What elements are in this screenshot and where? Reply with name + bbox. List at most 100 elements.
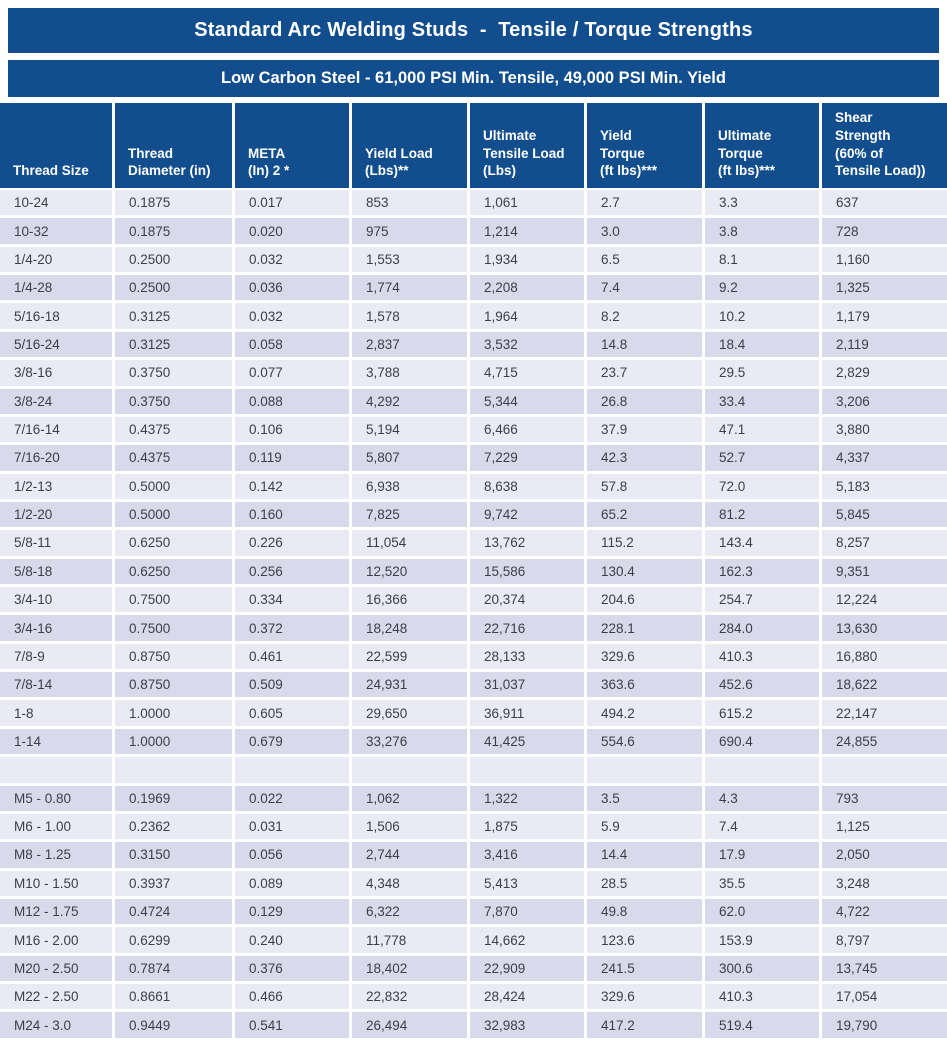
table-cell: 81.2 [705, 501, 822, 528]
table-cell: 637 [836, 195, 859, 211]
table-cell: 33.4 [705, 388, 822, 414]
table-cell: 5,413 [470, 870, 587, 896]
table-cell: 1,179 [836, 308, 870, 324]
table-cell: 162.3 [705, 558, 822, 585]
table-cell: M5 - 0.80 [0, 785, 115, 811]
table-row: 7/8-9 0.8750 0.461 22,599 28,133 329.6 410.3 16… [0, 643, 947, 673]
table-cell: 37.9 [587, 416, 705, 443]
table-cell: 3/8-16 [0, 360, 115, 386]
table-cell: 3,206 [836, 393, 870, 409]
table-cell: 143.4 [705, 530, 822, 556]
table-cell: 0.8750 [115, 643, 235, 670]
table-cell: 41,425 [470, 728, 587, 755]
table-cell: 5/16-24 [0, 331, 115, 358]
table-cell: 1/4-20 [0, 246, 115, 273]
column-header-yield-torque: Yield Torque (ft lbs)*** [587, 103, 705, 190]
table-row: M20 - 2.50 0.7874 0.376 18,402 22,909 241.5 30… [0, 955, 947, 985]
table-row: 3/4-16 0.7500 0.372 18,248 22,716 228.1 284.0 1… [0, 615, 947, 644]
table-cell: 24,931 [352, 672, 470, 698]
table-row [0, 757, 947, 786]
table-cell: M10 - 1.50 [0, 870, 115, 896]
table-cell: 0.3937 [115, 870, 235, 896]
table-cell [705, 757, 822, 783]
table-cell: 410.3 [705, 984, 822, 1010]
table-cell: 2,208 [470, 275, 587, 301]
table-cell: 0.4724 [115, 898, 235, 925]
table-cell: 15,586 [470, 558, 587, 585]
table-cell: 0.119 [235, 445, 352, 471]
table-cell: 1-8 [0, 700, 115, 726]
table-cell: 1,964 [470, 303, 587, 329]
table-cell: 0.1969 [115, 785, 235, 811]
table-cell: 0.372 [235, 615, 352, 641]
table-cell: 0.509 [235, 672, 352, 698]
table-cell: 0.022 [235, 785, 352, 811]
table-cell: 5.9 [587, 813, 705, 840]
table-cell: 4.3 [705, 785, 822, 811]
table-cell: 26,494 [352, 1012, 470, 1038]
table-row: 3/8-16 0.3750 0.077 3,788 4,715 23.7 29.5 2,829 [0, 360, 947, 389]
table-cell: 0.032 [235, 303, 352, 329]
table-cell: 0.7500 [115, 615, 235, 641]
table-cell: 0.226 [235, 530, 352, 556]
table-cell: 24,855 [836, 734, 878, 749]
table-cell: 0.088 [235, 388, 352, 414]
table-cell: 1,062 [352, 785, 470, 811]
table-cell: 6,322 [352, 898, 470, 925]
table-cell: 0.4375 [115, 416, 235, 443]
table-cell: 0.7874 [115, 955, 235, 982]
table-cell: 0.5000 [115, 473, 235, 499]
table-cell: 4,715 [470, 360, 587, 386]
table-cell: 1.0000 [115, 728, 235, 755]
table-row: M22 - 2.50 0.8661 0.466 22,832 28,424 329.6 41… [0, 984, 947, 1013]
table-cell: 22,909 [470, 955, 587, 982]
table-cell: 9,742 [470, 501, 587, 528]
table-cell: 5,183 [836, 478, 870, 494]
table-cell: 0.4375 [115, 445, 235, 471]
table-cell: 3/8-24 [0, 388, 115, 414]
table-cell: 5,194 [352, 416, 470, 443]
table-cell: 4,292 [352, 388, 470, 414]
table-cell: 14.8 [587, 331, 705, 358]
table-cell: 329.6 [587, 984, 705, 1010]
table-cell: 6,938 [352, 473, 470, 499]
table-cell: 0.256 [235, 558, 352, 585]
table-cell: 3.3 [705, 190, 822, 216]
table-cell: 5,344 [470, 388, 587, 414]
table-cell: 2,050 [836, 847, 870, 863]
table-cell: 20,374 [470, 587, 587, 613]
table-cell: 26.8 [587, 388, 705, 414]
table-row: 3/4-10 0.7500 0.334 16,366 20,374 204.6 254.7 1… [0, 587, 947, 616]
table-cell: 3/4-16 [0, 615, 115, 641]
table-cell [470, 757, 587, 783]
table-cell: 153.9 [705, 927, 822, 953]
table-cell: 29,650 [352, 700, 470, 726]
table-cell: 1/2-13 [0, 473, 115, 499]
table-cell: 3/4-10 [0, 587, 115, 613]
table-cell: 0.6250 [115, 530, 235, 556]
table-cell: 3,788 [352, 360, 470, 386]
table-cell: 0.334 [235, 587, 352, 613]
table-row: 1/4-20 0.2500 0.032 1,553 1,934 6.5 8.1 1,160 [0, 246, 947, 276]
table-row: 1/4-28 0.2500 0.036 1,774 2,208 7.4 9.2 1,325 [0, 275, 947, 304]
table-cell: 0.3125 [115, 331, 235, 358]
table-cell: 33,276 [352, 728, 470, 755]
column-header-ultimate-tensile: Ultimate Tensile Load (Lbs) [470, 103, 587, 190]
table-cell: 519.4 [705, 1012, 822, 1038]
table-cell: 0.3150 [115, 842, 235, 868]
table-cell: 1/4-28 [0, 275, 115, 301]
table-cell: 16,880 [836, 648, 878, 664]
table-cell: 13,630 [836, 620, 878, 636]
table-cell: 0.056 [235, 842, 352, 868]
table-cell: 0.2500 [115, 246, 235, 273]
table-cell: 7,870 [470, 898, 587, 925]
table-cell: 975 [352, 218, 470, 244]
table-cell: 3.0 [587, 218, 705, 244]
table-cell: 1,160 [836, 251, 870, 267]
table-cell: 6.5 [587, 246, 705, 273]
table-cell: 11,778 [352, 927, 470, 953]
table-cell: 4,337 [836, 450, 870, 466]
table-cell: 11,054 [352, 530, 470, 556]
table-cell: 17.9 [705, 842, 822, 868]
table-cell: 22,716 [470, 615, 587, 641]
